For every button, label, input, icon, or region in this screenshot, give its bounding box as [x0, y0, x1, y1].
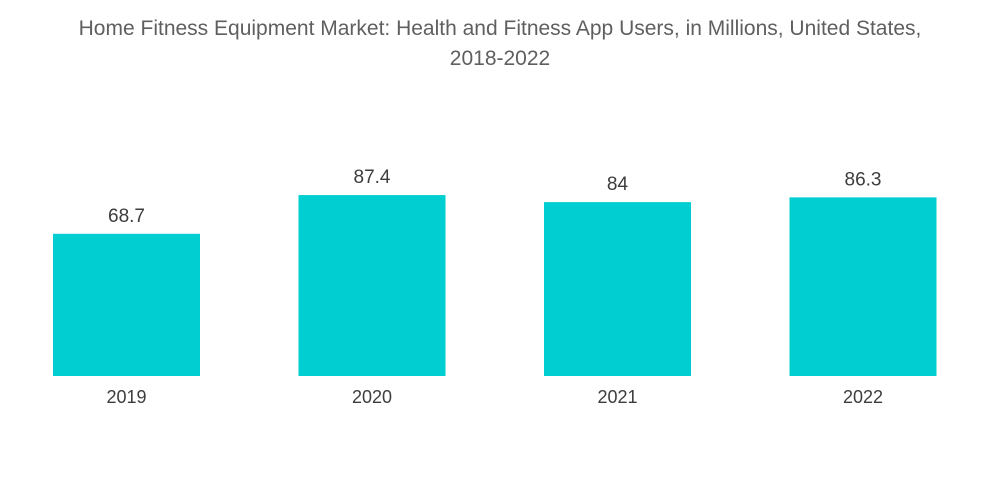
chart-title: Home Fitness Equipment Market: Health an…	[0, 14, 1000, 74]
chart-title-line-2: 2018-2022	[449, 47, 551, 70]
data-label-2021: 84	[607, 174, 629, 195]
x-tick-label-2020: 2020	[352, 387, 392, 407]
x-tick-label-2022: 2022	[843, 387, 883, 407]
data-label-2020: 87.4	[354, 167, 391, 188]
data-label-2019: 68.7	[108, 206, 145, 227]
data-label-2022: 86.3	[845, 169, 882, 190]
x-tick-label-2019: 2019	[106, 387, 146, 407]
bar-2019	[53, 233, 200, 376]
bar-2022	[789, 197, 937, 376]
bar-2021	[544, 202, 691, 376]
bar-2020	[298, 195, 446, 376]
x-tick-label-2021: 2021	[597, 387, 637, 407]
chart-title-line-1: Home Fitness Equipment Market: Health an…	[78, 17, 922, 40]
